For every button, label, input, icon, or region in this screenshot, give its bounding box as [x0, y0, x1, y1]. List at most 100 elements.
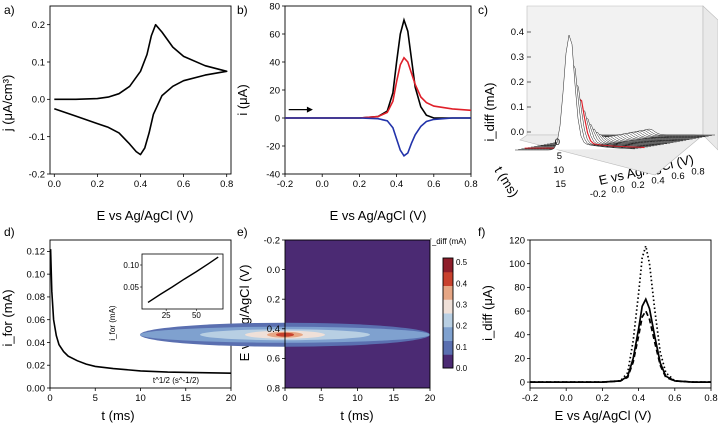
a-ytick-label: 0.0 — [32, 95, 45, 106]
panel-label-f: f) — [478, 225, 485, 239]
panel-e-heatmap: 0 5 10 15 20 -0.2 0.0 0.2 0.4 0.6 0.8 0.0 0.1 0.2 0.3 0… — [140, 235, 468, 404]
e-ytick-label: 0.4 — [267, 324, 280, 335]
c-waterfall-trace — [531, 118, 652, 148]
d-inset-ytick: 0.10 — [123, 261, 139, 270]
c-e-tick-label: 0.2 — [631, 180, 644, 191]
d-inset-xlabel: t^1/2 (s^-1/2) — [153, 376, 200, 385]
e-ytick-label: 0.2 — [267, 295, 280, 306]
b-ytick-label: 60 — [269, 29, 280, 40]
e-colorbar-swatch — [443, 271, 453, 286]
e-colorbar-frame — [442, 257, 454, 369]
a-xtick-label: 0.6 — [177, 179, 190, 190]
b-xtick-label: 0.8 — [464, 179, 477, 190]
f-ylabel: i_diff (μA) — [480, 285, 495, 341]
e-ytick-label: 0.8 — [267, 383, 280, 394]
c-z-tick-label: 0.4 — [511, 27, 524, 38]
e-xtick-label: 5 — [319, 393, 324, 404]
d-inset-curve — [147, 256, 219, 303]
e-colorbar-tick: 0.4 — [456, 279, 468, 288]
e-colorbar-swatch — [443, 258, 453, 273]
c-waterfall-trace — [534, 124, 655, 147]
d-inset-xtick: 50 — [192, 311, 201, 320]
b-xtick-label: 0.6 — [427, 179, 440, 190]
d-ytick-label: 0.00 — [27, 383, 46, 394]
b-ytick-label: 0 — [275, 113, 280, 124]
d-xtick-label: 5 — [93, 393, 98, 404]
c-zlabel: t (ms) — [491, 164, 521, 200]
b-scan-arrow-head — [306, 106, 313, 113]
d-xtick-label: 10 — [135, 393, 146, 404]
panel-b: -0.2 0.0 0.2 0.4 0.6 0.8 -40 -20 0 20 40 60 80 — [266, 1, 477, 190]
panel-a: 0.0 0.2 0.4 0.6 0.8 -0.2 -0.1 0.0 0.1 0.2 — [29, 5, 233, 190]
f-xtick-label: 0.6 — [668, 393, 681, 404]
d-ytick-label: 0.04 — [27, 338, 46, 349]
f-series-dotted — [530, 245, 711, 383]
b-xtick-label: -0.2 — [277, 179, 293, 190]
b-ylabel: i (μA) — [235, 84, 250, 115]
e-xtick-label: 0 — [282, 393, 287, 404]
e-colorbar-swatch — [443, 326, 453, 341]
f-frame — [529, 239, 712, 389]
f-ytick-label: 0 — [520, 377, 525, 388]
f-series-dashed — [530, 309, 711, 383]
b-ytick-label: 80 — [269, 1, 280, 12]
f-series-solid — [530, 297, 711, 383]
d-inset-xtick: 25 — [162, 311, 171, 320]
c-ylabel: i_diff (mA) — [482, 83, 497, 142]
c-t-tick-label: 10 — [553, 165, 564, 176]
e-colorbar-tick: 0.5 — [456, 258, 468, 267]
d-inset-ylabel: i_for (mA) — [108, 305, 117, 340]
a-xtick-label: 0.2 — [91, 179, 104, 190]
f-ytick-label: 40 — [514, 330, 525, 341]
e-ytick-label: -0.2 — [264, 235, 280, 246]
c-waterfall-trace — [591, 129, 712, 136]
c-t-tick-label: 5 — [557, 151, 562, 162]
c-e-tick-label: -0.2 — [590, 189, 606, 200]
a-ytick-label: 0.2 — [32, 20, 45, 31]
f-xtick-label: 0.2 — [596, 393, 609, 404]
b-series-0 — [285, 17, 471, 119]
d-xtick-label: 15 — [180, 393, 191, 404]
c-z-tick-label: 0.2 — [511, 77, 524, 88]
panel-label-e: e) — [237, 225, 248, 239]
e-xlabel: t (ms) — [340, 408, 373, 423]
b-series-1 — [285, 56, 472, 119]
panel-label-a: a) — [4, 3, 15, 17]
e-ylabel: E vs Ag/AgCl (V) — [237, 265, 252, 362]
e-colorbar-swatch — [443, 313, 453, 328]
b-xtick-label: 0.2 — [353, 179, 366, 190]
a-ytick-label: -0.2 — [29, 169, 45, 180]
b-xtick-label: 0.0 — [316, 179, 329, 190]
b-ytick-label: -40 — [266, 169, 280, 180]
b-xtick-label: 0.4 — [390, 179, 403, 190]
f-xtick-label: -0.2 — [522, 393, 538, 404]
d-xlabel: t (ms) — [101, 408, 134, 423]
c-waterfall-trace — [515, 34, 636, 151]
d-xtick-label: 0 — [47, 393, 52, 404]
b-ytick-label: 20 — [269, 85, 280, 96]
d-ylabel: i_for (mA) — [0, 289, 15, 346]
d-ytick-label: 0.06 — [27, 315, 46, 326]
e-xtick-label: 15 — [388, 393, 399, 404]
e-clip-right — [430, 240, 432, 388]
a-xtick-label: 0.4 — [134, 179, 147, 190]
d-decay-curve — [49, 249, 232, 374]
panel-c-3d-surface: 0.0 0.1 0.2 0.3 0.4 -0.2 0.0 0.2 0.4 0.6 0.8 0 5 10 15 — [511, 5, 718, 200]
b-frame — [284, 5, 472, 175]
c-z-tick-label: 0.0 — [511, 127, 524, 138]
b-series-2 — [285, 117, 471, 157]
d-ytick-label: 0.08 — [27, 292, 46, 303]
a-cv-curve — [54, 23, 228, 156]
c-waterfall-trace — [588, 129, 709, 137]
e-ytick-label: 0.0 — [267, 265, 280, 276]
e-colorbar-swatch — [443, 299, 453, 314]
f-ytick-label: 60 — [514, 306, 525, 317]
d-ytick-label: 0.12 — [27, 247, 46, 258]
c-t-tick-label: 0 — [555, 137, 560, 148]
f-ytick-label: 20 — [514, 354, 525, 365]
panel-d: 0 5 10 15 20 0.00 0.02 0.04 0.06 0.08 0.10 0.12 25 50… — [27, 239, 236, 404]
c-waterfall-trace — [521, 82, 642, 150]
e-colorbar-tick: 0.0 — [456, 364, 468, 373]
e-xtick-label: 20 — [425, 393, 436, 404]
c-waterfall-trace — [585, 130, 706, 138]
